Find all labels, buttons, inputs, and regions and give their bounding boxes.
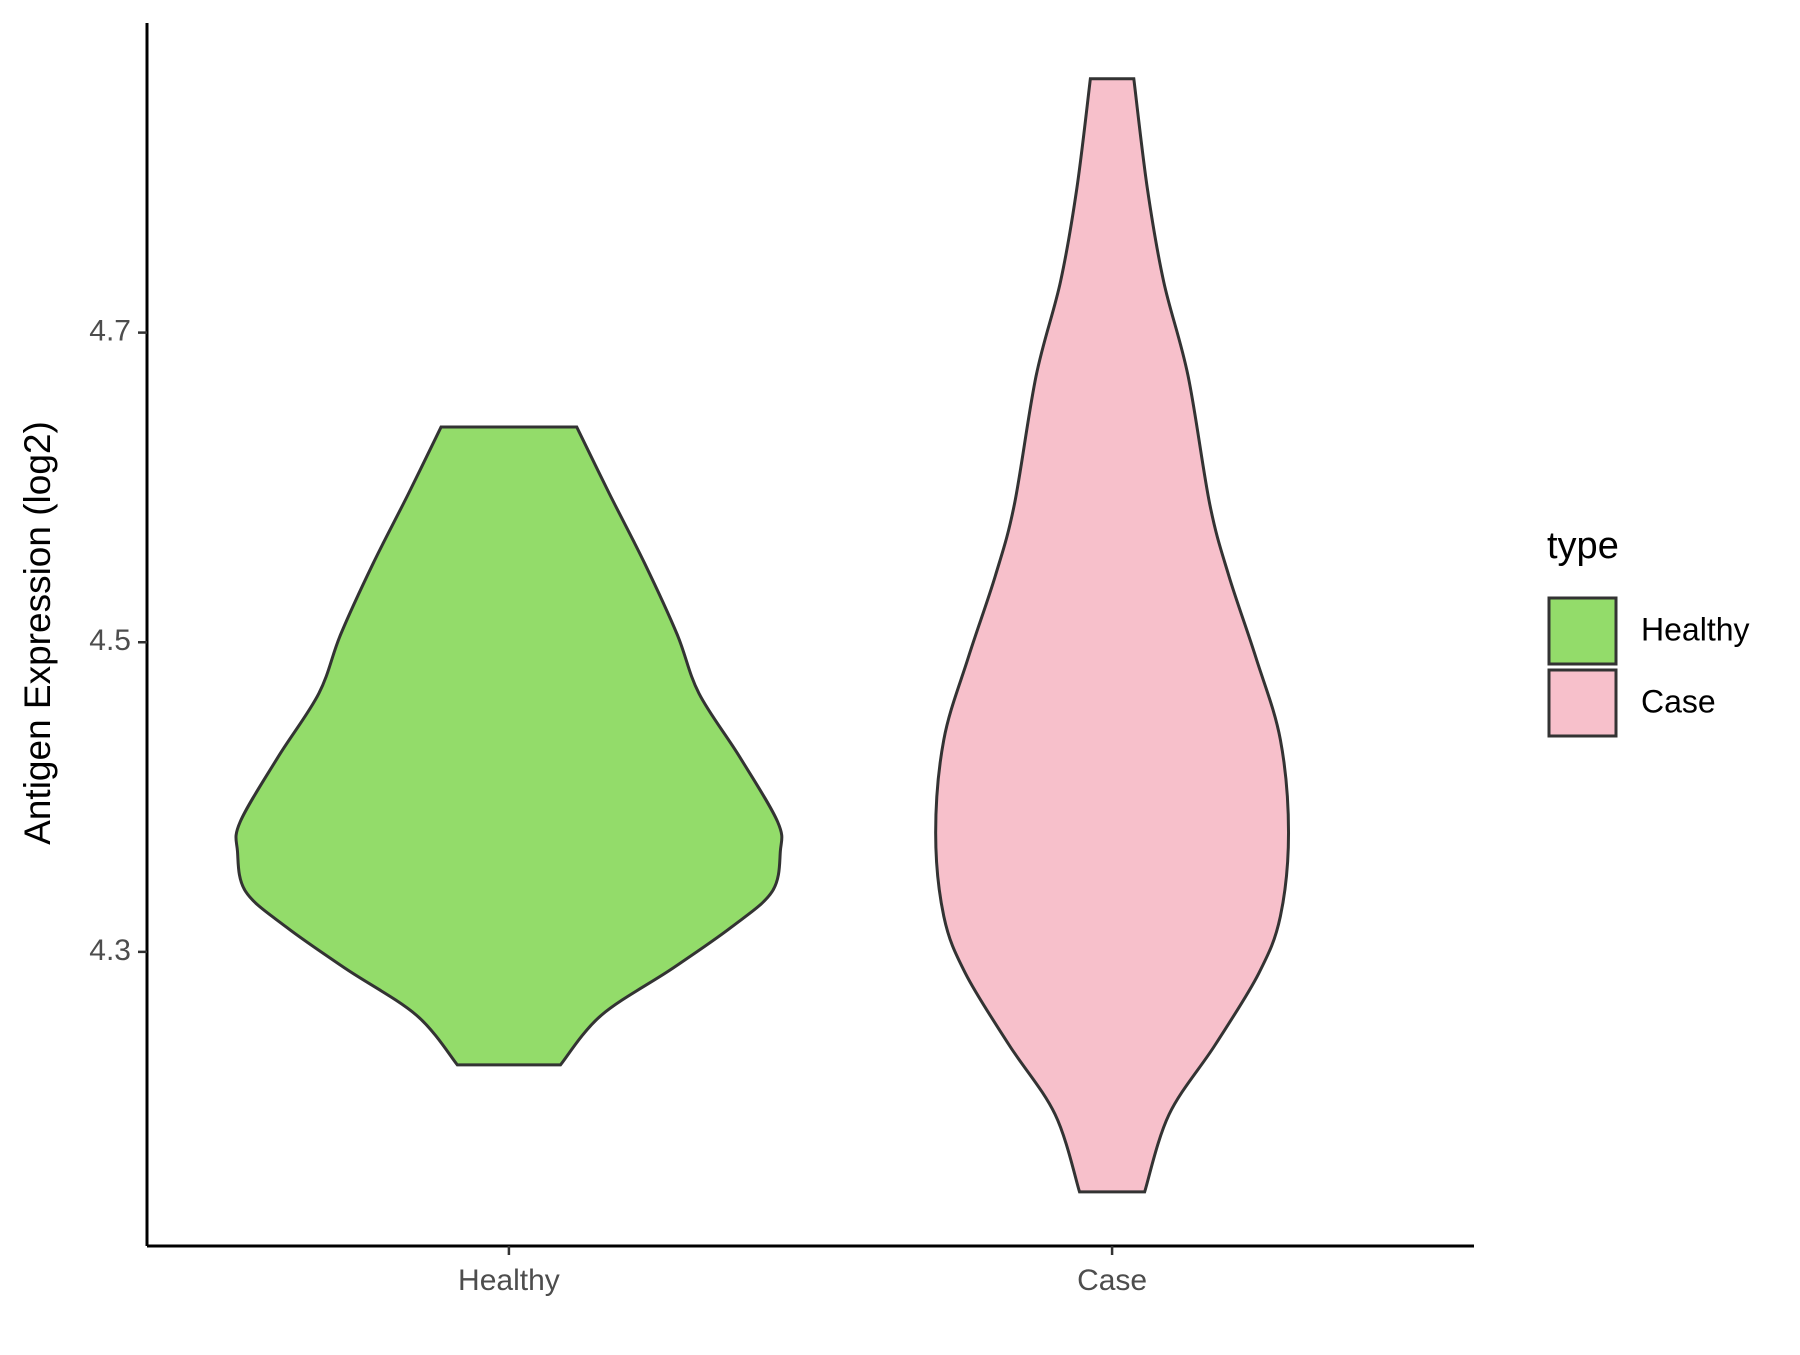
legend-key (1547, 668, 1618, 738)
y-tick-label: 4.5 (89, 624, 131, 657)
legend-key (1547, 596, 1618, 666)
x-tick-label: Case (1077, 1264, 1147, 1297)
legend-title: type (1547, 525, 1619, 567)
y-axis-title: Antigen Expression (log2) (17, 421, 58, 845)
y-tick-label: 4.3 (89, 934, 131, 967)
legend-label: Case (1641, 683, 1716, 719)
x-tick-label: Healthy (458, 1264, 560, 1297)
violin (234, 425, 784, 1067)
legend-label: Healthy (1641, 611, 1750, 647)
y-tick-label: 4.7 (89, 315, 131, 348)
violin (934, 77, 1291, 1194)
